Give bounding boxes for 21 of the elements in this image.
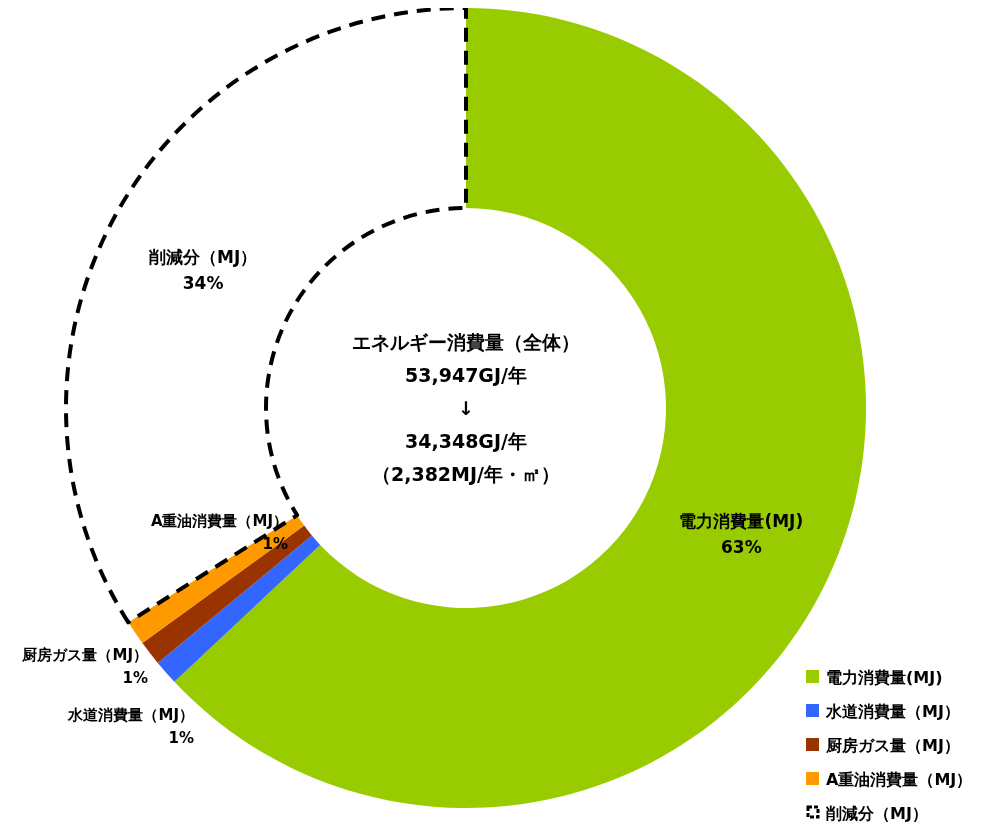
text: （2,382MJ/年・㎡） — [371, 463, 561, 485]
legend-label: 厨房ガス量（MJ） — [825, 736, 960, 755]
data-label: 1% — [262, 534, 288, 553]
text: 53,947GJ/年 — [405, 364, 527, 386]
text: ↓ — [458, 397, 474, 419]
legend-label: 削減分（MJ） — [825, 804, 928, 823]
slice-label: 厨房ガス量（MJ） — [21, 646, 148, 664]
slice-label: 電力消費量(MJ) — [679, 511, 804, 532]
slice-label: 水道消費量（MJ） — [67, 706, 194, 724]
text: エネルギー消費量（全体） — [352, 331, 580, 353]
data-label: 1% — [168, 728, 194, 747]
legend-label: 電力消費量(MJ) — [826, 668, 943, 687]
donut-slice — [157, 535, 321, 682]
data-label: 34% — [182, 272, 224, 293]
donut-slice — [128, 515, 305, 644]
legend-label: A重油消費量（MJ） — [826, 770, 973, 789]
data-label: 63% — [720, 536, 762, 557]
text: 34,348GJ/年 — [405, 430, 527, 452]
legend-label: 水道消費量（MJ） — [825, 702, 960, 721]
data-label: 1% — [122, 668, 148, 687]
slice-label: 削減分（MJ） — [147, 247, 258, 268]
